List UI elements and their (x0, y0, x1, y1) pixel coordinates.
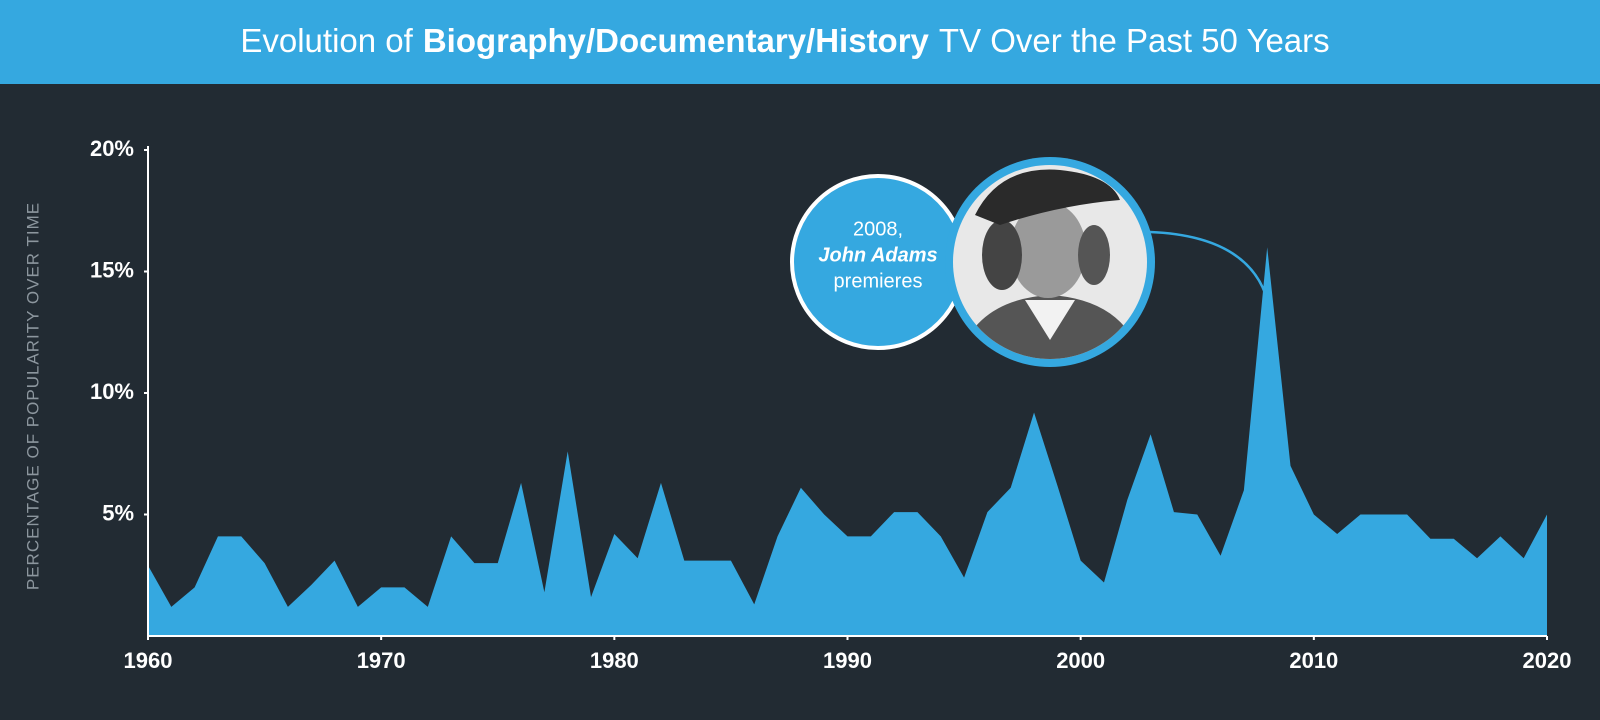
x-tick-label: 1970 (357, 648, 406, 673)
x-tick-label: 1990 (823, 648, 872, 673)
connector-dot (1263, 297, 1273, 307)
connector (1149, 230, 1270, 303)
x-tick-label: 1960 (124, 648, 173, 673)
y-tick-label: 5% (102, 500, 134, 525)
annotation-show: John Adams (818, 244, 937, 266)
header-band (0, 0, 1600, 84)
title-part: TV Over the Past 50 Years (939, 22, 1330, 59)
x-tick-label: 2010 (1289, 648, 1338, 673)
chart-title: Evolution of Biography/Documentary/Histor… (240, 22, 1329, 59)
area (148, 247, 1547, 636)
x-tick-label: 1980 (590, 648, 639, 673)
y-tick-label: 10% (90, 379, 134, 404)
y-tick-label: 20% (90, 136, 134, 161)
plot: 5% 10% 15% 20% 1960 1970 1980 1990 2000 2010 2020 (90, 136, 1572, 673)
annotation: 2008, John Adams premieres (790, 157, 1273, 367)
y-tick-label: 15% (90, 257, 134, 282)
annotation-year: 2008, (853, 218, 903, 240)
title-part: Evolution of (240, 22, 413, 59)
y-axis-label: PERCENTAGE OF POPULARITY OVER TIME (23, 202, 42, 590)
title-emphasis: Biography/Documentary/History (423, 22, 930, 59)
x-tick-label: 2020 (1523, 648, 1572, 673)
annotation-event: premieres (834, 270, 923, 292)
x-tick-label: 2000 (1056, 648, 1105, 673)
